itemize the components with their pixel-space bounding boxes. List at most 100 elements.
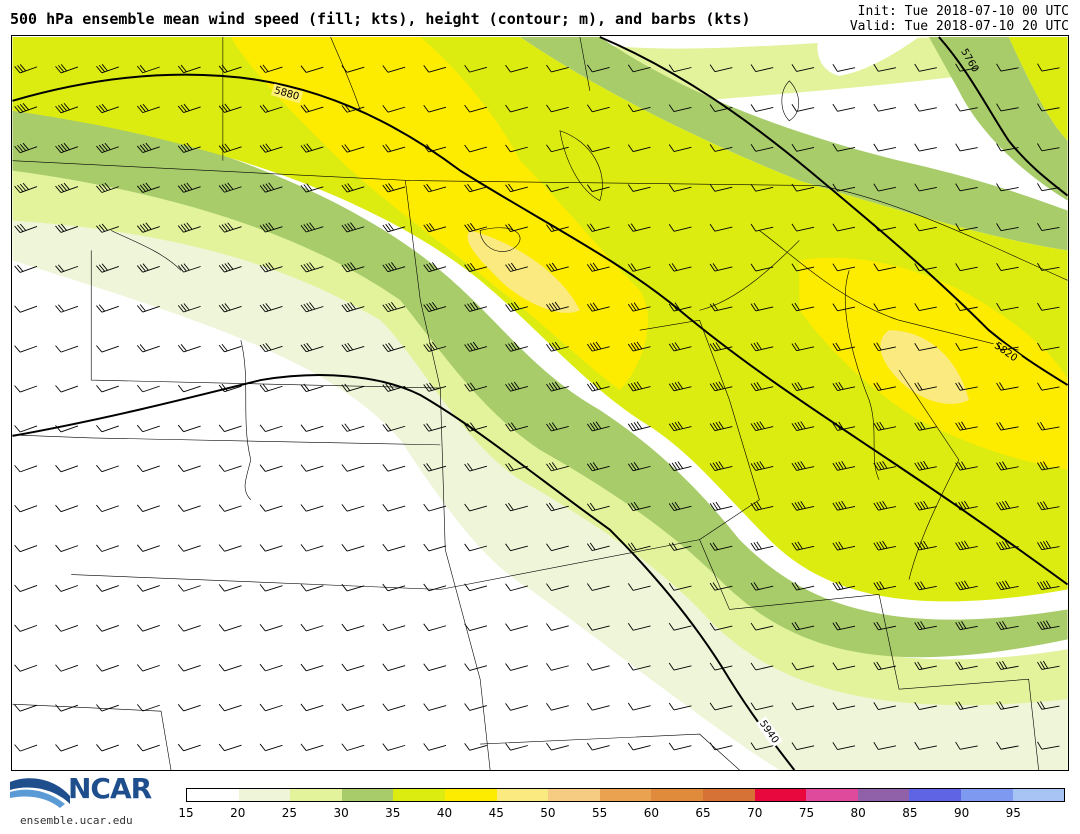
wind-barb (832, 143, 856, 152)
wind-barb (341, 342, 365, 353)
wind-barb (791, 500, 815, 511)
wind-barb (914, 103, 937, 112)
colorbar-tick-label: 55 (592, 806, 608, 820)
wind-barb (832, 381, 856, 391)
wind-barb (546, 422, 569, 432)
wind-barb (709, 582, 733, 591)
colorbar-swatch (702, 789, 755, 801)
wind-barb (259, 262, 283, 273)
wind-barb (668, 583, 692, 591)
wind-barb (709, 501, 733, 511)
wind-barb (586, 64, 610, 73)
wind-barb (14, 345, 38, 353)
wind-barb (791, 541, 815, 551)
wind-barb (177, 263, 201, 273)
wind-barb (750, 501, 774, 511)
wind-barb (791, 302, 815, 312)
wind-barb (546, 742, 569, 751)
wind-barb (341, 703, 365, 712)
wind-barb (873, 540, 896, 551)
wind-barb (14, 142, 38, 154)
wind-barb (464, 144, 488, 153)
wind-barb (750, 183, 774, 192)
wind-barb (750, 582, 774, 591)
political-borders (12, 36, 1068, 770)
wind-barb (873, 303, 896, 312)
wind-barb (1037, 143, 1060, 152)
wind-barb (423, 423, 447, 432)
wind-speed-fill (12, 36, 1068, 770)
wind-barb (546, 144, 569, 153)
wind-barb (464, 104, 488, 113)
wind-barb (382, 743, 406, 751)
wind-barb (464, 583, 488, 592)
wind-barb (14, 704, 38, 712)
wind-barb (586, 542, 610, 552)
wind-barb (464, 222, 488, 233)
wind-barb (668, 622, 692, 631)
wind-barb (668, 342, 692, 352)
wind-barb (709, 662, 733, 671)
wind-barb (136, 664, 160, 672)
wind-barb (341, 583, 365, 592)
wind-barb (300, 143, 324, 153)
colorbar-swatch (806, 789, 858, 801)
wind-barb (136, 142, 160, 153)
wind-barb (709, 461, 733, 471)
colorbar-swatch (444, 789, 497, 801)
wind-barb (627, 501, 651, 512)
wind-barb (996, 342, 1019, 351)
wind-barb (1037, 302, 1060, 311)
wind-barb (586, 623, 610, 631)
wind-barb (627, 341, 651, 352)
wind-barb (341, 302, 365, 313)
wind-barb (873, 183, 896, 192)
wind-barb (300, 544, 324, 552)
wind-barb (586, 262, 610, 272)
wind-barb (423, 543, 447, 552)
wind-barb (300, 504, 324, 512)
wind-barb (955, 342, 978, 351)
wind-barb (14, 465, 38, 473)
wind-barb (791, 64, 815, 72)
wind-barb (218, 103, 242, 113)
wind-barb (832, 702, 856, 711)
wind-barb (873, 460, 896, 471)
wind-barb (300, 104, 324, 113)
wind-barb (914, 183, 937, 192)
wind-barb (996, 103, 1019, 112)
wind-barb (14, 664, 38, 672)
wind-barb (709, 104, 733, 112)
wind-barb (750, 421, 774, 432)
wind-barb (1037, 63, 1060, 72)
colorbar-tick-label: 80 (850, 806, 866, 820)
wind-barb (832, 421, 856, 431)
wind-barb (423, 262, 447, 273)
wind-barb (709, 64, 733, 73)
wind-barb (668, 302, 692, 312)
wind-barb (832, 500, 856, 511)
wind-barb (668, 263, 692, 272)
wind-barb (177, 624, 201, 632)
wind-barb (873, 702, 896, 711)
wind-barb (423, 144, 447, 153)
wind-barb (259, 222, 283, 233)
wind-barb (955, 500, 978, 511)
wind-barb (791, 263, 815, 272)
wind-barb (627, 462, 651, 472)
wind-barb (627, 662, 651, 671)
wind-barb (546, 663, 569, 671)
wind-barb (627, 263, 651, 272)
wind-barb (136, 504, 160, 512)
wind-barb (341, 504, 365, 512)
wind-barb (546, 184, 569, 193)
wind-barb (136, 344, 160, 353)
wind-barb (1037, 461, 1060, 471)
wind-barb (914, 460, 937, 471)
wind-barb (546, 64, 569, 73)
wind-barb (218, 664, 242, 672)
wind-barb (14, 305, 38, 313)
wind-barb (586, 341, 610, 352)
wind-barb (218, 303, 242, 313)
wind-barb (586, 381, 610, 392)
